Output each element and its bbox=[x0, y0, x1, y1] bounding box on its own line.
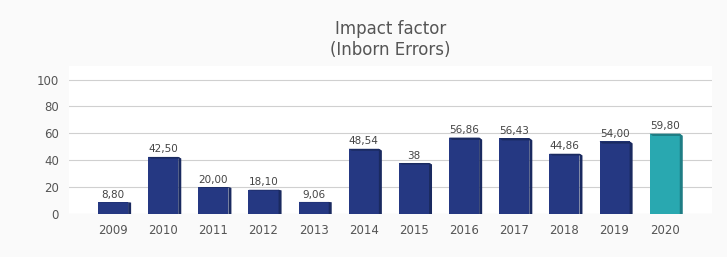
Polygon shape bbox=[178, 157, 181, 214]
Bar bbox=[349, 149, 379, 214]
Polygon shape bbox=[550, 154, 582, 155]
Bar bbox=[650, 134, 680, 214]
Bar bbox=[449, 137, 479, 214]
Polygon shape bbox=[278, 190, 281, 214]
Text: 42,50: 42,50 bbox=[148, 144, 178, 154]
Bar bbox=[600, 141, 630, 214]
Polygon shape bbox=[228, 187, 231, 214]
Polygon shape bbox=[479, 137, 482, 214]
Polygon shape bbox=[680, 134, 683, 214]
Polygon shape bbox=[98, 202, 131, 203]
Text: 38: 38 bbox=[407, 151, 421, 161]
Polygon shape bbox=[329, 202, 332, 214]
Polygon shape bbox=[650, 134, 683, 136]
Bar bbox=[499, 138, 529, 214]
Text: 9,06: 9,06 bbox=[302, 189, 325, 199]
Polygon shape bbox=[630, 141, 632, 214]
Bar bbox=[399, 163, 429, 214]
Polygon shape bbox=[579, 154, 582, 214]
Polygon shape bbox=[399, 163, 432, 164]
Bar bbox=[148, 157, 178, 214]
Bar bbox=[299, 202, 329, 214]
Polygon shape bbox=[349, 149, 382, 151]
Title: Impact factor
(Inborn Errors): Impact factor (Inborn Errors) bbox=[330, 20, 451, 59]
Text: 48,54: 48,54 bbox=[349, 136, 379, 146]
Text: 44,86: 44,86 bbox=[550, 141, 579, 151]
Polygon shape bbox=[449, 137, 482, 140]
Text: 54,00: 54,00 bbox=[600, 129, 630, 139]
Polygon shape bbox=[600, 141, 632, 144]
Text: 56,86: 56,86 bbox=[449, 125, 479, 135]
Polygon shape bbox=[148, 157, 181, 159]
Bar bbox=[550, 154, 579, 214]
Polygon shape bbox=[529, 138, 532, 214]
Text: 8,80: 8,80 bbox=[102, 190, 124, 200]
Bar bbox=[98, 202, 128, 214]
Polygon shape bbox=[198, 187, 231, 188]
Polygon shape bbox=[499, 138, 532, 140]
Polygon shape bbox=[429, 163, 432, 214]
Polygon shape bbox=[379, 149, 382, 214]
Text: 20,00: 20,00 bbox=[198, 175, 228, 185]
Text: 59,80: 59,80 bbox=[650, 121, 680, 131]
Text: 56,43: 56,43 bbox=[499, 126, 529, 136]
Text: 18,10: 18,10 bbox=[249, 177, 278, 187]
Bar bbox=[198, 187, 228, 214]
Polygon shape bbox=[128, 202, 131, 214]
Bar bbox=[249, 190, 278, 214]
